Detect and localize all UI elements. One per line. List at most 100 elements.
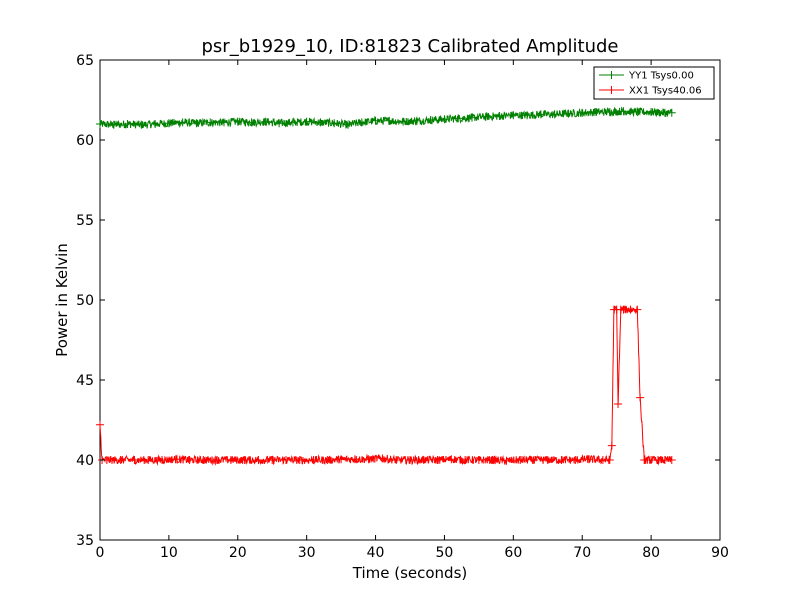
series-point-0 [592, 108, 600, 116]
series-point-1 [116, 456, 125, 464]
series-point-0 [619, 107, 628, 116]
series-point-0 [247, 118, 256, 127]
y-tick-label: 50 [76, 293, 94, 309]
series-point-1 [226, 456, 235, 464]
series-point-1 [406, 456, 414, 464]
series-point-0 [109, 120, 118, 129]
series-point-0 [481, 112, 490, 121]
series-point-1 [530, 456, 538, 464]
series-point-0 [344, 120, 352, 129]
series-point-0 [357, 118, 366, 127]
series-line-0 [99, 106, 673, 130]
series-point-0 [667, 108, 676, 117]
x-tick-label: 20 [229, 545, 247, 561]
series-point-0 [192, 119, 201, 128]
series-point-1 [502, 456, 511, 465]
series-point-0 [605, 108, 614, 116]
series-point-1 [295, 456, 304, 464]
series-point-0 [96, 120, 104, 128]
series-point-1 [619, 305, 628, 314]
legend: YY1 Tsys0.00 XX1 Tsys40.06 [593, 66, 715, 100]
y-tick-label: 40 [76, 453, 94, 469]
series-point-1 [607, 441, 616, 450]
series-point-0 [233, 117, 242, 126]
series-point-1 [543, 456, 552, 464]
series-point-1 [213, 456, 222, 464]
series-point-0 [164, 119, 173, 128]
series-point-0 [206, 118, 215, 127]
series-point-0 [399, 117, 408, 126]
series-point-1 [268, 456, 277, 464]
x-tick-label: 80 [642, 545, 660, 561]
series-point-1 [461, 456, 470, 464]
y-tick-label: 35 [76, 533, 94, 549]
series-point-0 [316, 118, 325, 127]
series-layer [96, 106, 676, 466]
series-point-1 [282, 456, 290, 464]
series-point-1 [392, 456, 401, 464]
series-point-1 [350, 455, 359, 464]
y-tick-label: 60 [76, 133, 94, 149]
series-point-0 [302, 117, 311, 126]
axis-ticks: 0 10 20 30 40 50 60 70 80 90 35 40 45 50 55 60 65 [76, 53, 729, 561]
series-point-0 [454, 114, 463, 123]
series-point-0 [151, 120, 160, 128]
series-point-0 [220, 118, 228, 127]
series-point-0 [633, 108, 642, 116]
series-point-1 [199, 456, 208, 464]
series-point-1 [571, 456, 580, 464]
series-point-0 [426, 116, 435, 124]
series-point-1 [96, 420, 104, 429]
series-point-1 [654, 456, 662, 464]
series-point-0 [178, 118, 187, 127]
x-axis-label: Time (seconds) [352, 564, 468, 582]
series-point-1 [516, 456, 525, 464]
series-point-1 [605, 456, 614, 464]
series-point-1 [144, 456, 153, 464]
y-tick-label: 65 [76, 53, 94, 69]
series-point-0 [123, 120, 132, 128]
series-point-0 [371, 116, 380, 125]
x-tick-label: 70 [573, 545, 591, 561]
series-point-1 [240, 456, 249, 464]
x-tick-label: 40 [367, 545, 385, 561]
series-point-1 [474, 456, 483, 464]
series-point-0 [523, 111, 532, 120]
series-point-1 [660, 456, 669, 464]
series-point-1 [667, 456, 676, 464]
legend-marker-1 [607, 86, 616, 94]
series-point-1 [614, 400, 623, 408]
series-point-0 [578, 108, 587, 117]
series-point-0 [660, 108, 669, 117]
series-point-0 [412, 116, 421, 125]
series-point-1 [488, 456, 497, 464]
series-point-0 [536, 110, 545, 119]
legend-label-0: YY1 Tsys0.00 [628, 71, 694, 82]
x-tick-label: 10 [160, 545, 178, 561]
series-point-0 [550, 110, 559, 119]
series-point-1 [626, 305, 635, 314]
series-point-1 [378, 454, 387, 463]
series-point-0 [468, 113, 476, 122]
series-point-0 [385, 116, 394, 125]
series-point-1 [171, 455, 180, 464]
series-point-1 [309, 456, 318, 464]
series-point-1 [158, 456, 166, 464]
y-tick-label: 45 [76, 373, 94, 389]
series-point-1 [647, 456, 656, 464]
series-point-1 [640, 456, 649, 464]
series-point-1 [364, 455, 373, 464]
legend-box [593, 66, 715, 100]
series-line-1 [99, 305, 673, 466]
series-point-0 [261, 117, 270, 126]
x-tick-label: 30 [298, 545, 316, 561]
series-point-0 [647, 108, 656, 116]
plot-area-frame [99, 59, 721, 541]
x-tick-label: 50 [436, 545, 454, 561]
y-axis-label: Power in Kelvin [53, 243, 71, 357]
y-tick-label: 55 [76, 213, 94, 229]
legend-marker-0 [607, 71, 616, 79]
series-point-0 [137, 120, 146, 129]
series-point-0 [564, 109, 573, 118]
